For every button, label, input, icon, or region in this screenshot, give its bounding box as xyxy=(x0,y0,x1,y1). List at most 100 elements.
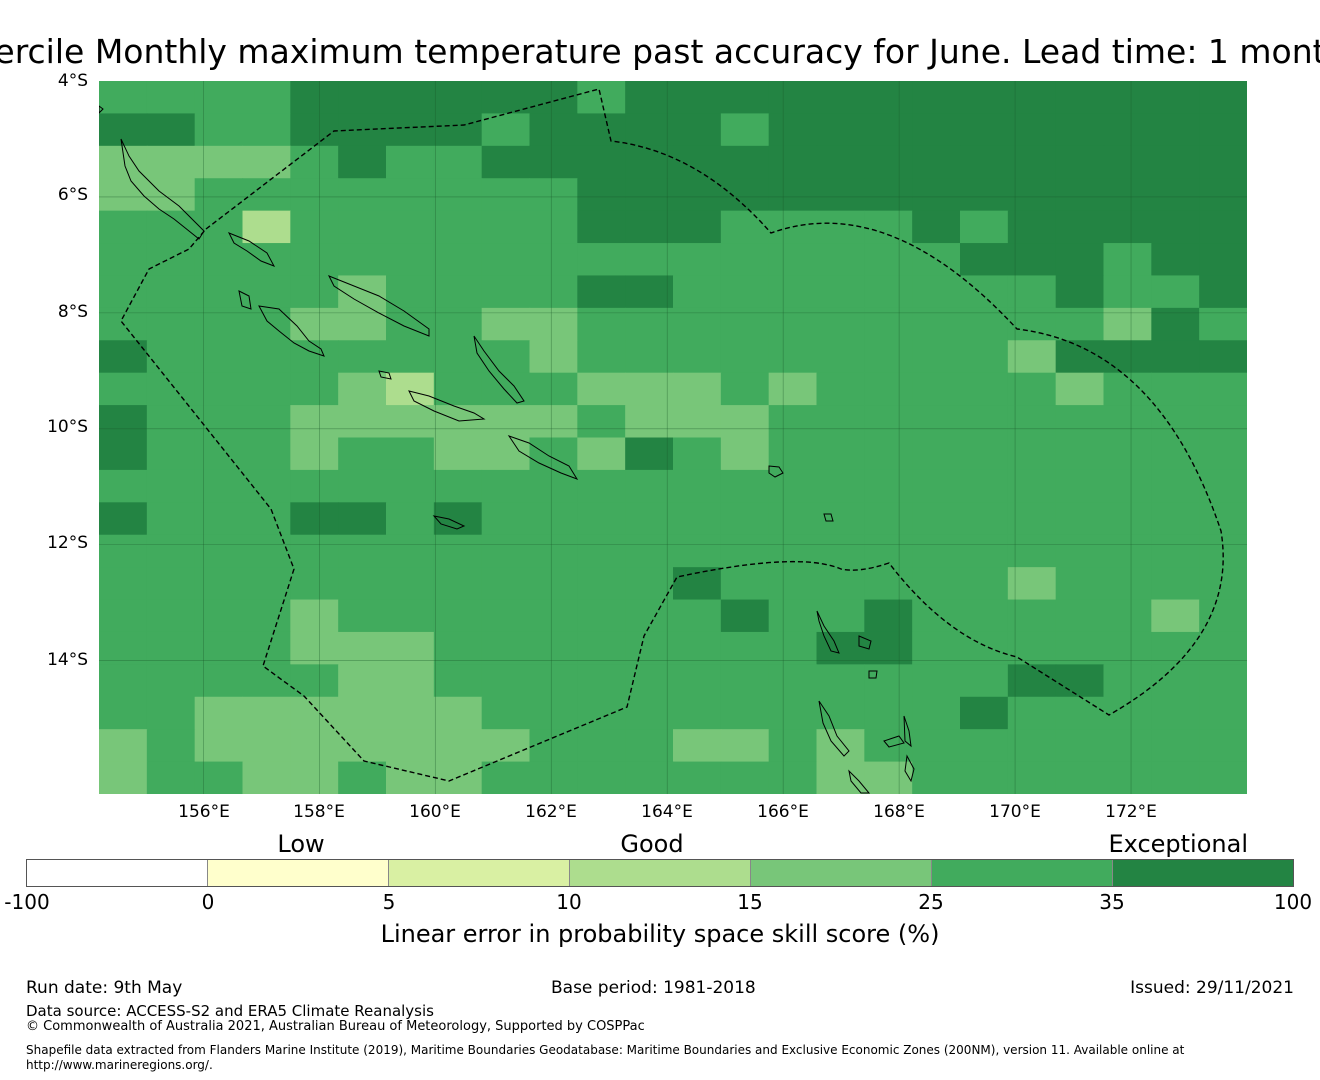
grid-cell xyxy=(816,696,865,730)
grid-cell xyxy=(864,599,913,633)
grid-cell xyxy=(386,631,435,665)
grid-cell xyxy=(1007,372,1057,406)
legend-category-good: Good xyxy=(620,830,684,858)
grid-cell xyxy=(433,113,483,147)
grid-cell xyxy=(1007,729,1057,763)
lon-label: 170°E xyxy=(989,802,1041,822)
grid-cell xyxy=(481,145,531,179)
grid-cell xyxy=(433,405,483,439)
grid-cell xyxy=(386,664,435,698)
grid-cell xyxy=(625,405,674,439)
grid-cell xyxy=(960,81,1009,115)
grid-cell xyxy=(529,631,578,665)
grid-cell xyxy=(481,81,531,115)
grid-cell xyxy=(529,696,578,730)
grid-cell xyxy=(816,210,865,244)
grid-cell xyxy=(577,307,626,341)
grid-cell xyxy=(1055,664,1105,698)
grid-cell xyxy=(99,729,148,763)
grid-cell xyxy=(242,729,291,763)
grid-cell xyxy=(864,113,913,147)
grid-cell xyxy=(577,210,626,244)
grid-cell xyxy=(481,567,531,601)
grid-cell xyxy=(146,437,196,471)
grid-cell xyxy=(529,469,578,503)
map-panel[interactable] xyxy=(99,81,1247,794)
grid-cell xyxy=(242,534,291,568)
grid-cell xyxy=(1055,761,1105,794)
shapefile-url[interactable]: http://www.marineregions.org/. xyxy=(26,1058,213,1072)
grid-cell xyxy=(481,631,531,665)
grid-cell xyxy=(1103,113,1152,147)
grid-cell xyxy=(816,729,865,763)
issued-date: Issued: 29/11/2021 xyxy=(1130,978,1294,998)
grid-cell xyxy=(912,372,961,406)
grid-cell xyxy=(529,567,578,601)
grid-cell xyxy=(1007,178,1057,212)
grid-cell xyxy=(194,729,244,763)
chart-title: ercile Monthly maximum temperature past … xyxy=(0,32,1320,71)
grid-cell xyxy=(338,664,387,698)
grid-cell xyxy=(433,178,483,212)
grid-cell xyxy=(433,502,483,536)
grid-cell xyxy=(433,275,483,309)
grid-cell xyxy=(577,567,626,601)
grid-cell xyxy=(864,210,913,244)
grid-cell xyxy=(386,469,435,503)
grid-cell xyxy=(290,599,339,633)
grid-cell xyxy=(1055,631,1105,665)
grid-cell xyxy=(99,243,148,277)
grid-cell xyxy=(242,145,291,179)
grid-cell xyxy=(768,502,818,536)
grid-cell xyxy=(242,664,291,698)
grid-cell xyxy=(768,761,818,794)
grid-cell xyxy=(1103,307,1152,341)
grid-cell xyxy=(529,178,578,212)
grid-cell xyxy=(912,729,961,763)
grid-cell xyxy=(194,567,244,601)
grid-cell xyxy=(194,81,244,115)
grid-cell xyxy=(960,729,1009,763)
grid-cell xyxy=(673,145,722,179)
grid-cell xyxy=(242,81,291,115)
grid-cell xyxy=(290,664,339,698)
grid-cell xyxy=(194,502,244,536)
grid-cell xyxy=(1151,307,1200,341)
grid-cell xyxy=(99,113,148,147)
grid-cell xyxy=(768,372,818,406)
grid-cell xyxy=(1151,145,1200,179)
grid-cell xyxy=(529,81,578,115)
grid-cell xyxy=(720,405,770,439)
grid-cell xyxy=(481,275,531,309)
grid-cell xyxy=(625,437,674,471)
grid-cell xyxy=(720,81,770,115)
grid-cell xyxy=(242,372,291,406)
grid-cell xyxy=(99,631,148,665)
grid-cell xyxy=(386,340,435,374)
grid-cell xyxy=(673,502,722,536)
grid-cell xyxy=(816,631,865,665)
grid-cell xyxy=(912,405,961,439)
grid-cell xyxy=(912,534,961,568)
grid-cell xyxy=(1151,469,1200,503)
grid-cell xyxy=(99,437,148,471)
grid-cell xyxy=(433,631,483,665)
grid-cell xyxy=(1151,372,1200,406)
grid-cell xyxy=(194,275,244,309)
grid-cell xyxy=(290,502,339,536)
grid-cell xyxy=(529,599,578,633)
lat-label: 6°S xyxy=(57,185,88,205)
grid-cell xyxy=(386,405,435,439)
grid-cell xyxy=(673,437,722,471)
grid-cell xyxy=(481,599,531,633)
grid-cell xyxy=(99,210,148,244)
grid-cell xyxy=(816,469,865,503)
grid-cell xyxy=(1199,145,1247,179)
grid-cell xyxy=(577,599,626,633)
grid-cell xyxy=(864,243,913,277)
grid-cell xyxy=(720,664,770,698)
grid-cell xyxy=(768,113,818,147)
grid-cell xyxy=(912,437,961,471)
grid-cell xyxy=(625,145,674,179)
grid-cell xyxy=(529,729,578,763)
